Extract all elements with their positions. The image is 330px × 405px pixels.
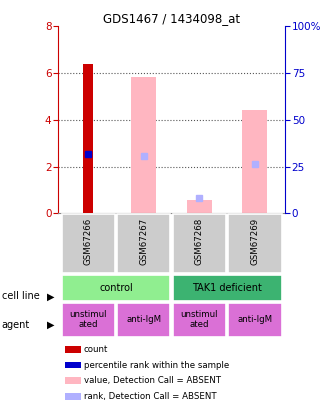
- Text: count: count: [84, 345, 108, 354]
- Bar: [65, 393, 81, 400]
- Text: GSM67267: GSM67267: [139, 218, 148, 265]
- Text: TAK1 deficient: TAK1 deficient: [192, 283, 262, 293]
- Text: anti-IgM: anti-IgM: [237, 315, 273, 324]
- Text: control: control: [99, 283, 133, 293]
- Text: GSM67269: GSM67269: [250, 218, 259, 265]
- Text: agent: agent: [2, 320, 30, 330]
- Bar: [65, 377, 81, 384]
- Bar: [228, 214, 281, 273]
- Text: cell line: cell line: [2, 292, 39, 301]
- Bar: [243, 111, 267, 213]
- Text: GSM67268: GSM67268: [195, 218, 204, 265]
- Bar: [117, 214, 171, 273]
- Bar: [187, 200, 212, 213]
- Bar: [228, 303, 281, 337]
- Text: ▶: ▶: [48, 292, 55, 301]
- Text: unstimul
ated: unstimul ated: [70, 310, 107, 330]
- Bar: [131, 77, 156, 213]
- Bar: [62, 275, 171, 301]
- Text: value, Detection Call = ABSENT: value, Detection Call = ABSENT: [84, 376, 221, 385]
- Text: ▶: ▶: [48, 320, 55, 330]
- Bar: [62, 303, 115, 337]
- Bar: [173, 303, 226, 337]
- Bar: [173, 214, 226, 273]
- Text: percentile rank within the sample: percentile rank within the sample: [84, 360, 229, 369]
- Bar: [65, 362, 81, 368]
- Bar: [173, 275, 281, 301]
- Text: GSM67266: GSM67266: [84, 218, 93, 265]
- Bar: [62, 214, 115, 273]
- Bar: [65, 346, 81, 353]
- Bar: [117, 303, 171, 337]
- Bar: [83, 64, 93, 213]
- Title: GDS1467 / 1434098_at: GDS1467 / 1434098_at: [103, 12, 240, 25]
- Text: anti-IgM: anti-IgM: [126, 315, 161, 324]
- Text: rank, Detection Call = ABSENT: rank, Detection Call = ABSENT: [84, 392, 216, 401]
- Text: unstimul
ated: unstimul ated: [181, 310, 218, 330]
